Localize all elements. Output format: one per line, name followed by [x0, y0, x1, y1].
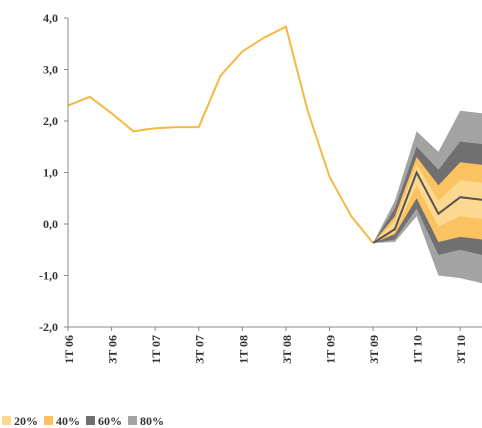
y-tick-label: -2,0 — [39, 320, 58, 334]
legend-swatch — [128, 416, 137, 425]
x-tick-label: 1T 10 — [411, 335, 425, 364]
fan-band — [373, 164, 482, 244]
y-tick-label: -1,0 — [39, 269, 58, 283]
x-tick-label: 1T 06 — [62, 335, 76, 364]
legend-label: 40% — [56, 414, 80, 428]
legend-swatch — [44, 416, 53, 425]
x-tick-label: 3T 07 — [193, 335, 207, 364]
legend-swatch — [86, 416, 95, 425]
line — [372, 170, 482, 244]
line — [67, 25, 374, 244]
legend-label: 80% — [140, 414, 164, 428]
y-tick-label: 1,0 — [43, 166, 58, 180]
y-tick-label: 3,0 — [43, 63, 58, 77]
x-tick-label: 1T 07 — [149, 335, 163, 364]
x-tick-label: 3T 10 — [454, 335, 468, 364]
legend-swatch — [2, 416, 11, 425]
y-tick-label: 2,0 — [43, 114, 58, 128]
x-tick-label: 3T 09 — [367, 335, 381, 364]
x-tick-label: 3T 06 — [106, 335, 120, 364]
legend-label: 20% — [14, 414, 38, 428]
legend-label: 60% — [98, 414, 122, 428]
y-tick-label: 0,0 — [43, 217, 58, 231]
y-tick-label: 4,0 — [43, 11, 58, 25]
x-tick-label: 1T 08 — [236, 335, 250, 364]
x-tick-label: 1T 09 — [323, 335, 337, 364]
x-tick-label: 3T 08 — [280, 335, 294, 364]
